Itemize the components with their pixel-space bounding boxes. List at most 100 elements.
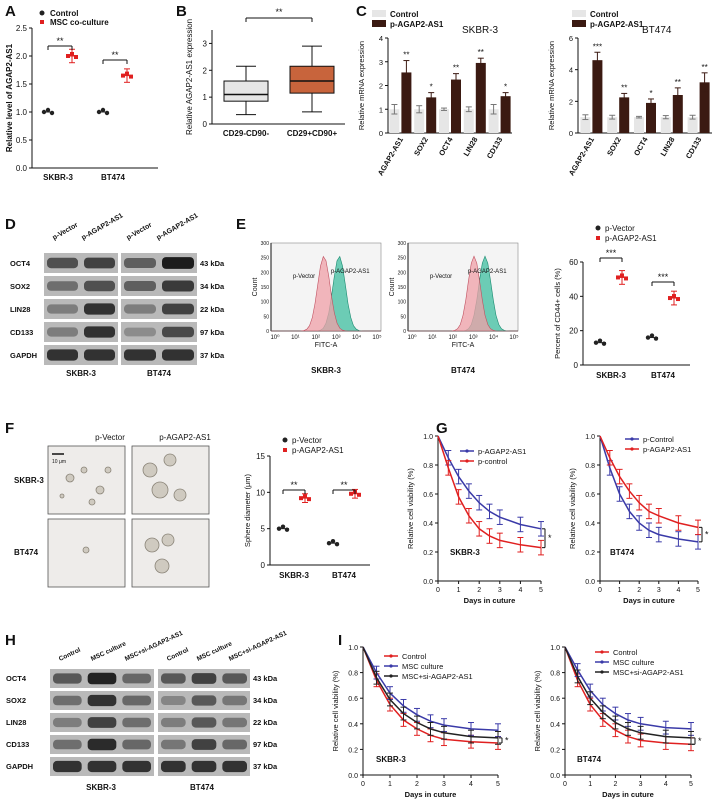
y-tick-label: 2 — [203, 66, 208, 75]
protein-band — [53, 760, 82, 773]
protein-band — [161, 717, 186, 728]
protein-label: GAPDH — [10, 351, 37, 360]
significance-label: ** — [478, 48, 484, 57]
x-tick-label: 10⁴ — [489, 334, 499, 341]
legend-label: p-AGAP2-AS1 — [643, 445, 691, 454]
legend-marker-msc — [40, 20, 44, 24]
significance-label: ** — [621, 83, 627, 92]
cell-line-label: SKBR-3 — [66, 369, 96, 378]
histogram-label-p-agap2-as1: p-AGAP2-AS1 — [468, 269, 507, 275]
legend-marker — [389, 664, 393, 668]
y-tick-label: 3 — [379, 58, 383, 67]
protein-band — [161, 739, 186, 750]
sphere — [163, 453, 177, 467]
data-point-control — [104, 110, 110, 116]
legend-marker — [389, 674, 393, 678]
significance-label: ** — [275, 7, 283, 17]
legend-marker — [600, 650, 604, 654]
legend-label: p-control — [478, 457, 508, 466]
protein-band — [222, 739, 247, 750]
protein-band — [53, 673, 82, 684]
x-category-label: AGAP2-AS1 — [376, 136, 405, 178]
protein-band — [222, 695, 247, 706]
y-tick-label: 0.4 — [585, 521, 595, 528]
protein-band — [191, 695, 217, 706]
y-axis-label: Count — [252, 278, 259, 297]
significance-label: * — [430, 83, 433, 92]
sphere — [95, 485, 105, 495]
protein-band — [191, 760, 217, 773]
x-category-label: SOX2 — [605, 136, 623, 158]
bar-control — [463, 109, 474, 133]
bar-p-agap2-as1 — [646, 102, 656, 133]
x-tick-label: 3 — [639, 781, 643, 788]
molecular-weight-label: 34 kDa — [200, 282, 225, 291]
protein-band — [53, 717, 82, 728]
bar-p-agap2-as1 — [592, 60, 603, 133]
data-point-p-vector — [601, 341, 607, 346]
legend-marker-p-agap2-as1 — [283, 448, 287, 452]
protein-band — [87, 694, 117, 707]
legend-label-p-vector: p-Vector — [605, 224, 635, 233]
protein-band — [191, 739, 217, 750]
x-axis-label: Days in cuture — [602, 790, 654, 799]
legend-label: MSC culture — [613, 658, 654, 667]
protein-band — [87, 672, 117, 685]
y-tick-label: 0.4 — [550, 722, 560, 729]
y-tick-label: 0.0 — [585, 579, 595, 586]
y-axis-label: Sphere diameter (μm) — [243, 473, 252, 547]
protein-band — [161, 760, 186, 773]
legend-label-p-agap2-as1: p-AGAP2-AS1 — [292, 446, 344, 455]
panel-letter-b: B — [176, 3, 187, 20]
y-axis-label: Relative cell viability (%) — [331, 670, 340, 751]
x-tick-label: 1 — [618, 587, 622, 594]
bar-p-agap2-as1 — [475, 62, 486, 133]
x-tick-label: 0 — [361, 781, 365, 788]
y-tick-label: 0.4 — [423, 521, 433, 528]
x-category-label: OCT4 — [632, 135, 650, 158]
legend-swatch-p-agap2-as1 — [372, 20, 386, 27]
y-tick-label: 1 — [379, 105, 383, 114]
data-point-control — [49, 110, 55, 116]
legend-label: Control — [402, 652, 427, 661]
x-axis-label: Days in cuture — [405, 790, 457, 799]
lane-label: MSC culture — [90, 640, 128, 663]
lane-label: p-AGAP2-AS1 — [156, 212, 200, 241]
x-category-label: SKBR-3 — [279, 571, 309, 580]
sphere — [154, 558, 170, 574]
legend-label: p-Control — [643, 435, 674, 444]
cell-line-label: BT474 — [147, 369, 172, 378]
y-tick-label: 300 — [261, 241, 270, 247]
y-tick-label: 1.0 — [585, 434, 595, 441]
data-point-p-agap2-as1 — [676, 297, 680, 302]
x-tick-label: 5 — [496, 781, 500, 788]
x-tick-label: 10³ — [332, 335, 341, 341]
x-category-label: CD133 — [485, 135, 504, 160]
y-tick-label: 4 — [379, 34, 383, 43]
y-tick-label: 0.0 — [550, 773, 560, 780]
protein-band — [222, 673, 247, 684]
x-tick-label: 0 — [563, 781, 567, 788]
y-tick-label: 2 — [569, 97, 573, 106]
y-tick-label: 4 — [569, 66, 573, 75]
x-tick-label: 3 — [442, 781, 446, 788]
data-point-control — [100, 107, 106, 113]
protein-label: LIN28 — [10, 305, 30, 314]
x-category-label: AGAP2-AS1 — [567, 136, 596, 178]
significance-label: * — [649, 89, 652, 98]
y-tick-label: 0.0 — [348, 773, 358, 780]
legend-marker-p-vector — [282, 437, 288, 443]
significance-label: ** — [453, 64, 459, 73]
y-tick-label: 0.6 — [348, 696, 358, 703]
sphere — [104, 466, 112, 474]
x-tick-label: 4 — [664, 781, 668, 788]
panel-letter-d: D — [5, 216, 16, 233]
lane-label: p-Vector — [126, 222, 154, 242]
x-tick-label: 0 — [598, 587, 602, 594]
cell-line-label: BT474 — [190, 783, 215, 792]
sphere — [151, 481, 169, 499]
sphere — [88, 498, 96, 506]
bar-p-agap2-as1 — [451, 79, 461, 133]
significance-label: ** — [675, 78, 681, 87]
y-tick-label: 0.4 — [348, 722, 358, 729]
